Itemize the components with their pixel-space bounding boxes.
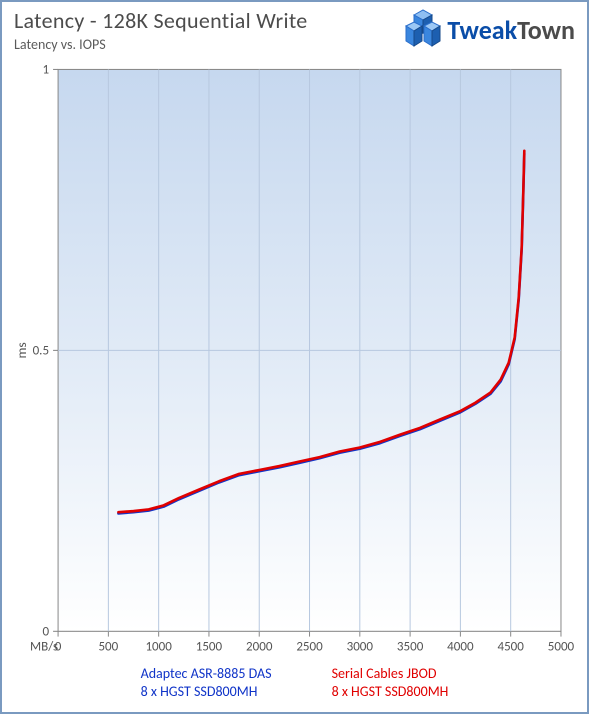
svg-text:5000: 5000	[548, 637, 575, 654]
svg-text:MB/s: MB/s	[30, 637, 58, 654]
logo-text: TweakTown	[447, 14, 575, 46]
legend: Adaptec ASR-8885 DAS 8 x HGST SSD800MH S…	[2, 665, 587, 712]
svg-text:2500: 2500	[296, 637, 323, 654]
chart-subtitle: Latency vs. IOPS	[14, 36, 403, 53]
svg-text:0.5: 0.5	[33, 341, 49, 358]
brand-logo: TweakTown	[403, 9, 575, 51]
plot-svg: 0500100015002000250030003500400045005000…	[14, 61, 575, 663]
svg-text:500: 500	[98, 637, 118, 654]
logo-word-2: Town	[517, 14, 575, 46]
header: Latency - 128K Sequential Write Latency …	[2, 2, 587, 55]
svg-text:1500: 1500	[196, 637, 223, 654]
legend-line-1: Serial Cables JBOD	[332, 665, 449, 683]
svg-text:1: 1	[42, 61, 49, 78]
svg-text:ms: ms	[14, 342, 30, 358]
plot-area: 0500100015002000250030003500400045005000…	[14, 61, 575, 663]
legend-line-2: 8 x HGST SSD800MH	[141, 683, 272, 701]
legend-item-adaptec: Adaptec ASR-8885 DAS 8 x HGST SSD800MH	[141, 665, 272, 700]
svg-text:2000: 2000	[246, 637, 273, 654]
title-block: Latency - 128K Sequential Write Latency …	[14, 7, 403, 53]
svg-text:4500: 4500	[497, 637, 524, 654]
svg-text:3000: 3000	[347, 637, 374, 654]
legend-item-serial: Serial Cables JBOD 8 x HGST SSD800MH	[332, 665, 449, 700]
chart-frame: Latency - 128K Sequential Write Latency …	[0, 0, 589, 714]
svg-text:4000: 4000	[447, 637, 474, 654]
legend-line-1: Adaptec ASR-8885 DAS	[141, 665, 272, 683]
svg-text:3500: 3500	[397, 637, 424, 654]
legend-line-2: 8 x HGST SSD800MH	[332, 683, 449, 701]
logo-word-1: Tweak	[447, 14, 517, 46]
logo-cube-icon	[403, 9, 443, 51]
chart-title: Latency - 128K Sequential Write	[14, 7, 403, 34]
svg-text:1000: 1000	[145, 637, 172, 654]
